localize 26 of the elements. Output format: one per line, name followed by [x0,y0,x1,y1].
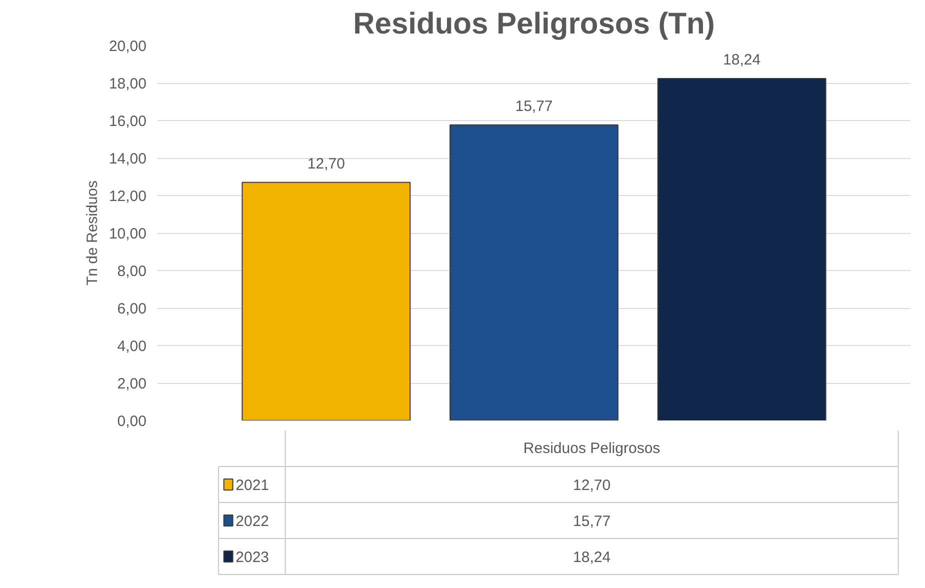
text: 12,70 [573,477,611,494]
y-tick-label: 4,00 [117,338,147,355]
y-tick-label: 14,00 [108,150,147,168]
data-label: 12,70 [307,155,345,172]
text: 18,24 [573,549,611,566]
text: 15,77 [573,513,611,530]
legend-label: 2023 [236,549,270,566]
y-tick-label: 6,00 [117,300,147,318]
y-axis-title: Tn de Residuos [84,180,101,286]
y-tick-label: 10,00 [108,226,147,242]
legend-label: 2022 [236,513,270,530]
y-tick-label: 16,00 [108,113,147,130]
x-tick-label: Residuos Peligrosos [523,440,660,457]
bar [450,124,618,420]
bar [242,182,411,420]
data-label: 18,24 [723,52,761,68]
chart-title: Residuos Peligrosos (Tn) [353,8,715,40]
y-tick-label: 20,00 [108,38,147,55]
y-tick-label: 18,00 [108,76,147,92]
legend-label: 2021 [236,477,270,494]
data-label: 15,77 [515,98,553,115]
y-tick-label: 0,00 [117,413,147,430]
bar [657,78,826,420]
y-tick-label: 2,00 [117,376,147,392]
y-tick-label: 12,00 [108,188,147,205]
y-tick-label: 8,00 [117,263,147,280]
